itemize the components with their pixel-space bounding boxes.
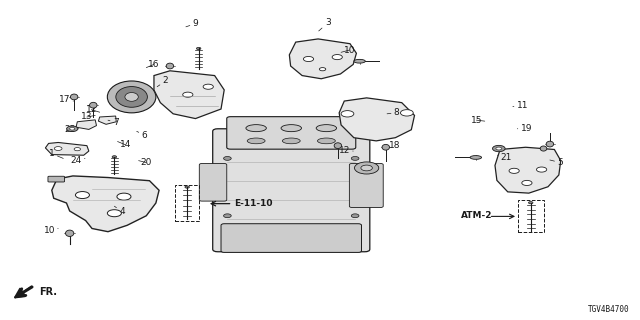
Ellipse shape (317, 138, 335, 144)
Text: 15: 15 (470, 116, 484, 125)
Ellipse shape (196, 47, 201, 50)
Ellipse shape (529, 202, 533, 204)
Polygon shape (495, 147, 561, 193)
Ellipse shape (470, 156, 481, 159)
Ellipse shape (203, 84, 213, 89)
Ellipse shape (522, 180, 532, 186)
Ellipse shape (125, 92, 138, 101)
Ellipse shape (108, 81, 156, 113)
Ellipse shape (281, 124, 301, 132)
Ellipse shape (361, 165, 372, 171)
Ellipse shape (182, 92, 193, 97)
Ellipse shape (493, 145, 505, 152)
Text: 9: 9 (186, 19, 198, 28)
Ellipse shape (132, 183, 148, 188)
Text: 8: 8 (387, 108, 399, 117)
Ellipse shape (67, 126, 78, 132)
Ellipse shape (70, 94, 78, 100)
Text: ATM-2: ATM-2 (461, 211, 492, 220)
Polygon shape (99, 116, 116, 124)
Ellipse shape (359, 107, 394, 127)
Text: 3: 3 (319, 19, 330, 31)
FancyBboxPatch shape (227, 117, 356, 149)
Text: 7: 7 (108, 118, 118, 127)
Ellipse shape (223, 214, 231, 218)
Polygon shape (339, 98, 415, 141)
Text: 21: 21 (497, 153, 512, 162)
Text: 11: 11 (513, 101, 528, 110)
Ellipse shape (369, 113, 383, 121)
Ellipse shape (116, 87, 147, 107)
FancyBboxPatch shape (221, 224, 362, 252)
Text: TGV4B4700: TGV4B4700 (588, 305, 630, 314)
Text: 19: 19 (517, 124, 532, 132)
Ellipse shape (332, 54, 342, 60)
Polygon shape (76, 120, 97, 129)
Text: FR.: FR. (39, 287, 57, 298)
Ellipse shape (246, 124, 266, 132)
Text: E-11-10: E-11-10 (234, 199, 272, 208)
Ellipse shape (351, 214, 359, 218)
Polygon shape (289, 39, 356, 79)
Ellipse shape (319, 68, 326, 71)
Ellipse shape (349, 102, 403, 132)
FancyBboxPatch shape (349, 164, 383, 207)
Ellipse shape (117, 193, 131, 200)
Ellipse shape (355, 162, 379, 174)
Ellipse shape (90, 102, 97, 108)
Ellipse shape (540, 146, 547, 151)
Text: 10: 10 (341, 45, 355, 55)
Ellipse shape (247, 138, 265, 144)
Polygon shape (52, 176, 159, 232)
Ellipse shape (223, 156, 231, 160)
Bar (175, 186, 199, 220)
Text: 1: 1 (49, 149, 63, 158)
Text: 5: 5 (550, 158, 563, 167)
Ellipse shape (54, 147, 62, 150)
Ellipse shape (166, 63, 173, 69)
Ellipse shape (496, 147, 502, 150)
Ellipse shape (354, 60, 365, 63)
FancyBboxPatch shape (212, 129, 370, 252)
Ellipse shape (351, 156, 359, 160)
Text: 16: 16 (147, 60, 160, 69)
Text: 18: 18 (386, 141, 401, 150)
Ellipse shape (303, 56, 314, 61)
Ellipse shape (546, 141, 554, 147)
Ellipse shape (70, 127, 75, 130)
Ellipse shape (316, 124, 337, 132)
Ellipse shape (76, 192, 90, 198)
Ellipse shape (509, 168, 519, 173)
Text: 4: 4 (115, 206, 125, 216)
Ellipse shape (382, 144, 390, 150)
Text: 6: 6 (137, 131, 147, 140)
Ellipse shape (108, 210, 122, 217)
Text: 20: 20 (139, 158, 152, 167)
Text: 2: 2 (157, 76, 168, 87)
Ellipse shape (341, 111, 354, 117)
Text: 10: 10 (44, 226, 58, 235)
Ellipse shape (112, 156, 116, 158)
Bar (518, 200, 543, 232)
Text: 12: 12 (86, 105, 100, 114)
Polygon shape (154, 71, 224, 119)
Polygon shape (45, 142, 89, 155)
Text: 14: 14 (118, 140, 131, 149)
Text: 23: 23 (64, 125, 79, 134)
Ellipse shape (536, 167, 547, 172)
FancyBboxPatch shape (48, 176, 65, 182)
Ellipse shape (185, 186, 189, 188)
Text: 13: 13 (81, 113, 95, 122)
Text: 24: 24 (70, 156, 85, 164)
Ellipse shape (136, 184, 144, 187)
Ellipse shape (282, 138, 300, 144)
Text: 17: 17 (59, 95, 74, 104)
Ellipse shape (74, 148, 81, 151)
Text: 12: 12 (339, 146, 353, 155)
FancyBboxPatch shape (199, 164, 227, 201)
Ellipse shape (401, 110, 413, 116)
Ellipse shape (334, 143, 342, 148)
Ellipse shape (65, 230, 74, 236)
